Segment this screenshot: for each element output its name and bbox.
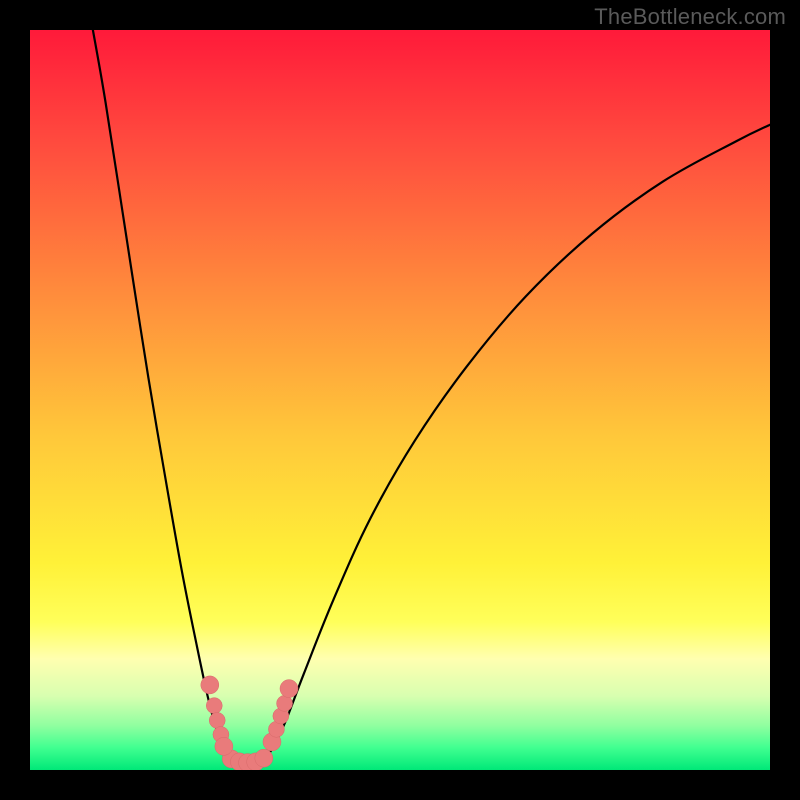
bottleneck-chart [30,30,770,770]
highlight-marker [209,712,225,728]
highlight-marker [277,695,293,711]
watermark-text: TheBottleneck.com [594,4,786,30]
highlight-marker [206,698,222,714]
highlight-marker [201,676,219,694]
highlight-marker [255,749,273,767]
highlight-marker [215,737,233,755]
chart-background [30,30,770,770]
highlight-marker [280,680,298,698]
chart-frame: TheBottleneck.com [0,0,800,800]
